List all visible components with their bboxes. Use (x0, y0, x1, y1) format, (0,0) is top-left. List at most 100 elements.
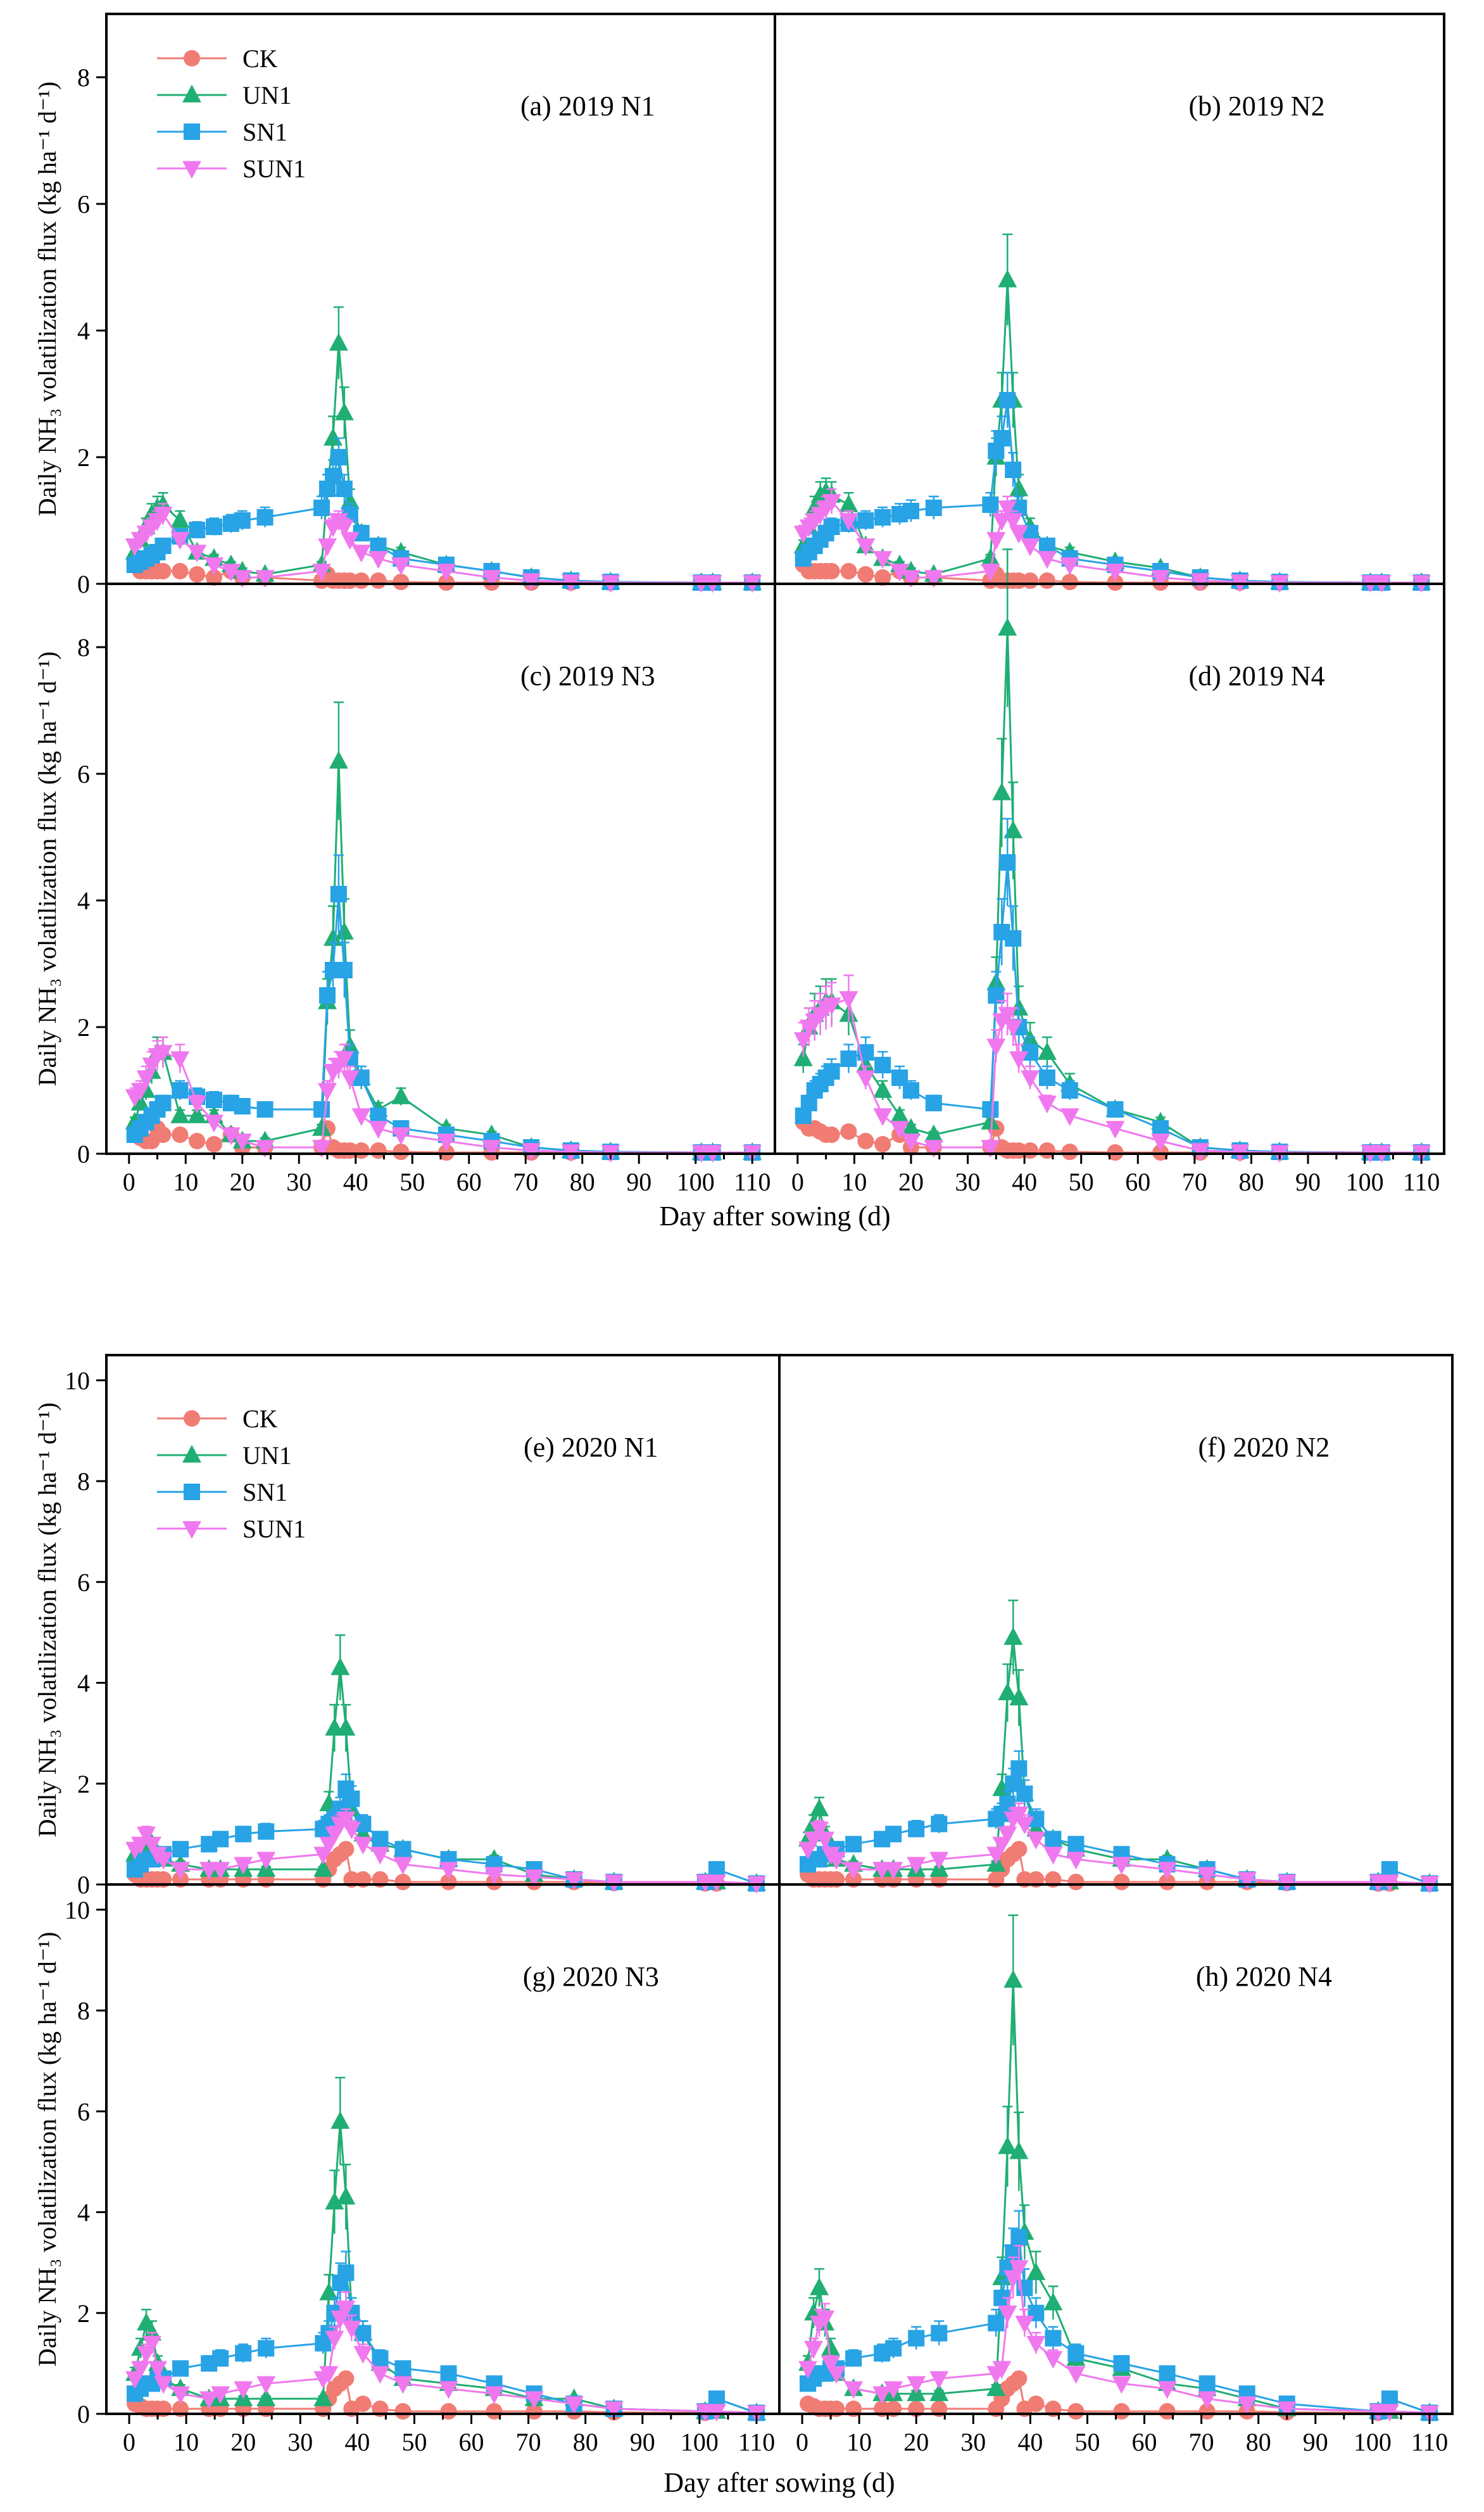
data-point (337, 1841, 355, 1858)
data-point (172, 563, 189, 579)
data-point (393, 2376, 413, 2394)
x-tick-label: 90 (1295, 1168, 1321, 1196)
data-point (1003, 513, 1023, 531)
data-point (351, 1108, 371, 1127)
data-point (998, 1682, 1017, 1701)
data-point (484, 1867, 504, 1885)
y-tick-label: 2 (77, 2299, 90, 2328)
data-point (845, 1836, 862, 1853)
data-point (206, 569, 223, 586)
data-point (1237, 1872, 1257, 1890)
x-tick-label: 60 (1132, 2428, 1157, 2456)
data-point (393, 1144, 410, 1160)
data-point (482, 1140, 501, 1158)
data-point (564, 1872, 584, 1890)
plot-frame (105, 13, 776, 585)
data-point (353, 1836, 373, 1855)
data-point (312, 1118, 332, 1136)
x-tick-label: 50 (1069, 1168, 1094, 1196)
panel-title: (g) 2020 N3 (523, 1961, 659, 1992)
data-point (872, 2386, 892, 2404)
data-point (189, 566, 206, 583)
data-point (337, 2264, 355, 2282)
data-point (840, 1051, 857, 1067)
data-point (902, 1118, 921, 1136)
data-point (1112, 1857, 1131, 1875)
x-tick-label: 10 (173, 2428, 199, 2456)
panel-5: (f) 2020 N2 (778, 1354, 1454, 1894)
series-sun1 (798, 1802, 1439, 1894)
data-point (810, 1821, 829, 1840)
data-point (522, 1143, 541, 1161)
y-tick-label: 0 (77, 1871, 90, 1899)
series-line-un1 (134, 761, 753, 1154)
data-point (234, 512, 251, 529)
data-point (929, 2371, 949, 2389)
data-point (822, 997, 841, 1016)
data-point (212, 2350, 229, 2367)
data-point (211, 1862, 230, 1880)
data-point (839, 513, 858, 531)
x-tick-label: 60 (459, 2428, 484, 2456)
data-point (336, 481, 353, 497)
data-point (998, 1826, 1017, 1845)
data-point (340, 532, 360, 550)
data-point (992, 782, 1012, 800)
data-point (1026, 2262, 1046, 2280)
data-point (256, 2376, 276, 2394)
data-point (204, 557, 223, 576)
data-point (890, 1121, 910, 1139)
data-point (340, 1070, 360, 1089)
data-point (370, 1846, 390, 1865)
y-tick-label: 6 (77, 190, 90, 218)
data-point (1060, 557, 1079, 576)
data-point (172, 2360, 189, 2377)
data-point (1005, 930, 1022, 947)
x-tick-label: 100 (1354, 2428, 1392, 2456)
x-tick-label: 0 (796, 2428, 808, 2456)
data-point (1043, 1846, 1063, 1865)
data-point (929, 1852, 949, 1870)
data-point (130, 1092, 150, 1111)
data-point (1038, 572, 1055, 589)
data-point (981, 1140, 1000, 1158)
data-point (823, 563, 840, 579)
legend-label-ck: CK (242, 44, 278, 73)
data-point (856, 538, 876, 557)
data-point (258, 2340, 275, 2357)
x-tick-label: 30 (955, 1168, 981, 1196)
data-point (986, 2378, 1006, 2396)
data-point (391, 1127, 411, 1146)
data-point (372, 1831, 389, 1848)
x-tick-label: 40 (1012, 1168, 1037, 1196)
data-point (484, 2386, 504, 2404)
data-point (482, 570, 501, 588)
data-point (391, 1086, 411, 1104)
data-point (924, 1124, 943, 1142)
data-point (998, 1007, 1017, 1025)
data-point (154, 538, 172, 554)
legend-marker (184, 1410, 200, 1427)
series-un1 (125, 701, 762, 1160)
series-ck (800, 2370, 1438, 2421)
panel-title: (h) 2020 N4 (1196, 1961, 1332, 1992)
data-point (394, 2360, 412, 2377)
data-point (902, 1133, 921, 1152)
data-point (1113, 2403, 1130, 2420)
series-line-sn1 (134, 893, 753, 1154)
x-tick-label: 50 (1074, 2428, 1100, 2456)
data-point (221, 1127, 241, 1146)
data-point (258, 1823, 275, 1840)
x-tick-label: 110 (1403, 1168, 1440, 1196)
data-point (1010, 2370, 1028, 2387)
data-point (998, 500, 1017, 519)
y-tick-label: 0 (77, 1140, 90, 1168)
data-point (1009, 526, 1029, 544)
x-tick-label: 80 (573, 2428, 598, 2456)
legend-label-un1: UN1 (242, 81, 292, 110)
data-point (154, 1095, 172, 1111)
data-point (1009, 1806, 1029, 1824)
data-point (342, 2320, 362, 2338)
data-point (815, 2311, 835, 2328)
x-tick-label: 110 (1411, 2428, 1449, 2456)
